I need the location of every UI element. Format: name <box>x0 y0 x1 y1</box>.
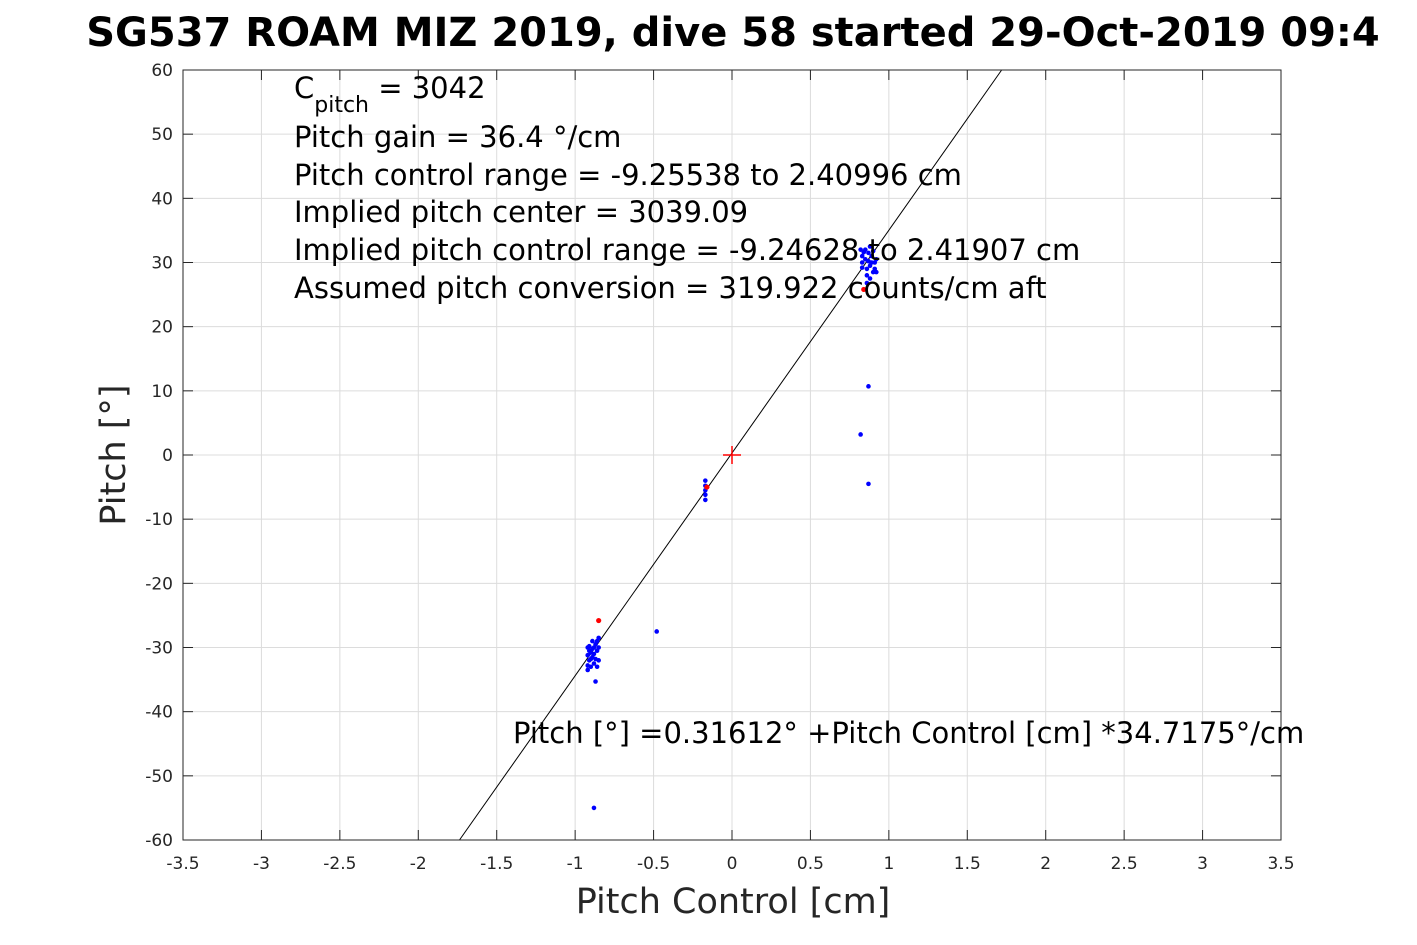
c-pitch-subscript: pitch <box>314 93 369 118</box>
data-point <box>864 266 870 272</box>
data-point <box>866 481 871 487</box>
x-tick-label: -1 <box>567 854 584 874</box>
data-point <box>590 638 595 644</box>
c-pitch-annotation: Cpitch = 3042 <box>294 71 486 118</box>
data-point <box>859 260 865 265</box>
x-tick-label: -1.5 <box>480 854 513 874</box>
conversion-annotation: Assumed pitch conversion = 319.922 count… <box>294 271 1047 305</box>
data-point <box>859 253 865 259</box>
y-tick-label: 20 <box>151 318 173 338</box>
x-tick-label: 3.5 <box>1267 854 1294 874</box>
data-point <box>591 805 597 811</box>
data-point <box>703 478 708 483</box>
data-point <box>870 248 876 254</box>
y-axis-label: Pitch [°] <box>94 384 134 525</box>
x-tick-label: 0 <box>727 854 738 874</box>
data-point <box>869 253 874 259</box>
x-tick-label: -2 <box>410 854 427 874</box>
implied-center-annotation: Implied pitch center = 3039.09 <box>294 195 748 229</box>
data-points <box>585 244 879 811</box>
x-tick-label: 1 <box>883 854 894 874</box>
data-point <box>704 484 710 490</box>
x-tick-label: -3.5 <box>166 854 199 874</box>
data-point <box>654 629 660 634</box>
c-pitch-value: = 3042 <box>369 71 486 105</box>
data-point <box>593 679 598 684</box>
chart-title: SG537 ROAM MIZ 2019, dive 58 started 29-… <box>86 10 1380 56</box>
y-tick-label: -10 <box>145 510 173 530</box>
x-tick-label: -2.5 <box>323 854 356 874</box>
data-point <box>703 492 708 498</box>
data-point <box>703 497 708 503</box>
implied-range-annotation: Implied pitch control range = -9.24628 t… <box>294 233 1080 267</box>
y-tick-label: 60 <box>151 61 173 81</box>
y-tick-label: -50 <box>145 767 173 787</box>
data-point <box>867 244 873 249</box>
y-tick-labels: -60 -50 -40 -30 -20 -10 0 10 20 30 40 50 60 <box>145 61 173 851</box>
data-point <box>591 661 597 666</box>
data-point <box>863 247 868 252</box>
data-point <box>866 384 871 389</box>
y-tick-label: 50 <box>151 125 173 145</box>
data-point <box>858 247 863 252</box>
data-point <box>591 651 597 657</box>
data-point <box>858 432 863 437</box>
center-marker <box>723 446 741 464</box>
data-point <box>874 269 879 275</box>
data-point <box>864 280 870 286</box>
data-point <box>596 645 601 650</box>
data-point <box>596 658 601 663</box>
data-point <box>585 667 590 673</box>
x-tick-label: 1.5 <box>954 854 981 874</box>
data-point <box>588 664 594 670</box>
x-tick-label: 2.5 <box>1111 854 1138 874</box>
x-tick-label: -3 <box>253 854 270 874</box>
data-point <box>586 643 592 649</box>
data-point <box>861 286 867 293</box>
axis-ticks <box>182 69 1282 841</box>
x-tick-labels: -3.5 -3 -2.5 -2 -1.5 -1 -0.5 0 0.5 1 1.5 2 2.5 3 3.5 <box>166 854 1294 874</box>
data-point <box>867 276 873 281</box>
y-tick-label: -40 <box>145 703 173 723</box>
data-point <box>596 617 602 624</box>
x-tick-label: 0.5 <box>797 854 824 874</box>
data-point <box>864 273 870 278</box>
data-point <box>594 664 600 670</box>
pitch-gain-annotation: Pitch gain = 36.4 °/cm <box>294 120 621 154</box>
y-tick-label: -30 <box>145 639 173 659</box>
data-point <box>874 256 879 262</box>
c-pitch-base: C <box>294 71 314 105</box>
y-tick-label: 10 <box>151 382 173 402</box>
data-point <box>585 652 590 658</box>
y-tick-label: 30 <box>151 254 173 274</box>
fit-equation-annotation: Pitch [°] =0.31612° +Pitch Control [cm] … <box>513 716 1304 750</box>
data-point <box>596 635 601 641</box>
y-tick-label: 0 <box>162 446 173 466</box>
data-point <box>859 265 865 270</box>
y-tick-label: -20 <box>145 574 173 594</box>
x-axis-label: Pitch Control [cm] <box>576 882 891 922</box>
data-point <box>866 250 871 256</box>
y-tick-label: -60 <box>145 831 173 851</box>
x-tick-label: 2 <box>1040 854 1051 874</box>
y-tick-label: 40 <box>151 189 173 209</box>
control-range-annotation: Pitch control range = -9.25538 to 2.4099… <box>294 158 962 192</box>
x-tick-label: -0.5 <box>637 854 670 874</box>
x-tick-label: 3 <box>1197 854 1208 874</box>
